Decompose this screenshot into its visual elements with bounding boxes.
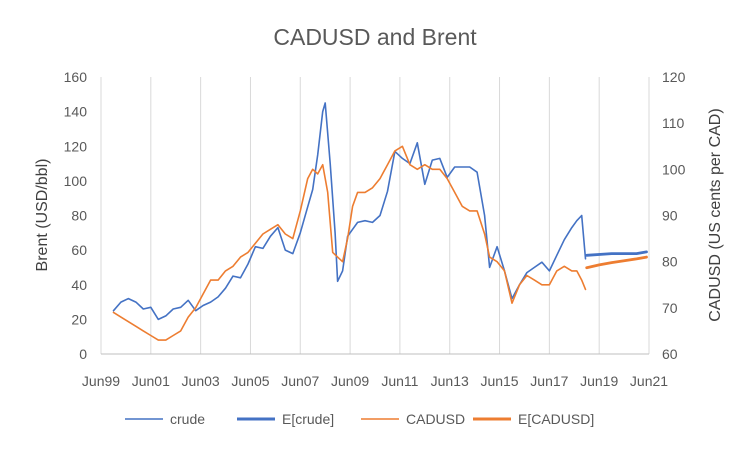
legend-item: E[crude]	[237, 411, 334, 427]
x-axis-ticks: Jun99 Jun01 Jun03 Jun05 Jun07 Jun09 Jun11 Jun13…	[82, 373, 668, 389]
left-tick-label: 80	[71, 208, 87, 224]
x-tick-label: Jun07	[281, 373, 319, 389]
x-tick-label: Jun15	[480, 373, 518, 389]
left-tick-label: 20	[71, 311, 87, 327]
left-axis-title: Brent (USD/bbl)	[34, 159, 51, 272]
x-tick-label: Jun01	[132, 373, 170, 389]
left-tick-label: 140	[64, 104, 88, 120]
right-tick-label: 70	[662, 300, 678, 316]
legend-item: crude	[125, 411, 205, 427]
x-tick-label: Jun05	[231, 373, 269, 389]
grid	[100, 77, 650, 355]
x-tick-label: Jun17	[530, 373, 568, 389]
legend-label: E[crude]	[282, 411, 334, 427]
x-tick-label: Jun13	[431, 373, 469, 389]
series-line-cadusd	[112, 145, 587, 341]
right-axis-ticks: 60 70 80 90 100 110 120	[662, 69, 686, 362]
legend: crude E[crude] CADUSD E[CADUSD]	[125, 411, 594, 427]
series-line-e-cadusd	[585, 255, 648, 270]
left-tick-label: 40	[71, 277, 87, 293]
x-tick-label: Jun21	[630, 373, 668, 389]
x-tick-label: Jun19	[580, 373, 618, 389]
series-line-e-crude	[585, 250, 648, 257]
legend-label: crude	[170, 411, 205, 427]
legend-item: CADUSD	[361, 411, 465, 427]
right-tick-label: 120	[662, 69, 686, 85]
x-tick-label: Jun99	[82, 373, 120, 389]
left-tick-label: 120	[64, 138, 88, 154]
left-tick-label: 60	[71, 242, 87, 258]
series	[112, 102, 648, 341]
x-tick-label: Jun03	[182, 373, 220, 389]
right-axis-title: CADUSD (US cents per CAD)	[707, 108, 724, 321]
left-tick-label: 100	[64, 173, 88, 189]
legend-label: CADUSD	[406, 411, 465, 427]
left-axis-ticks: 0 20 40 60 80 100 120 140 160	[64, 69, 88, 362]
right-tick-label: 100	[662, 161, 686, 177]
left-tick-label: 0	[79, 346, 87, 362]
left-tick-label: 160	[64, 69, 88, 85]
legend-label: E[CADUSD]	[518, 411, 594, 427]
right-tick-label: 90	[662, 208, 678, 224]
chart-title: CADUSD and Brent	[273, 24, 477, 50]
x-tick-label: Jun11	[381, 373, 418, 389]
x-tick-label: Jun09	[331, 373, 369, 389]
right-tick-label: 60	[662, 346, 678, 362]
right-tick-label: 110	[662, 115, 685, 131]
right-tick-label: 80	[662, 254, 678, 270]
legend-item: E[CADUSD]	[473, 411, 594, 427]
